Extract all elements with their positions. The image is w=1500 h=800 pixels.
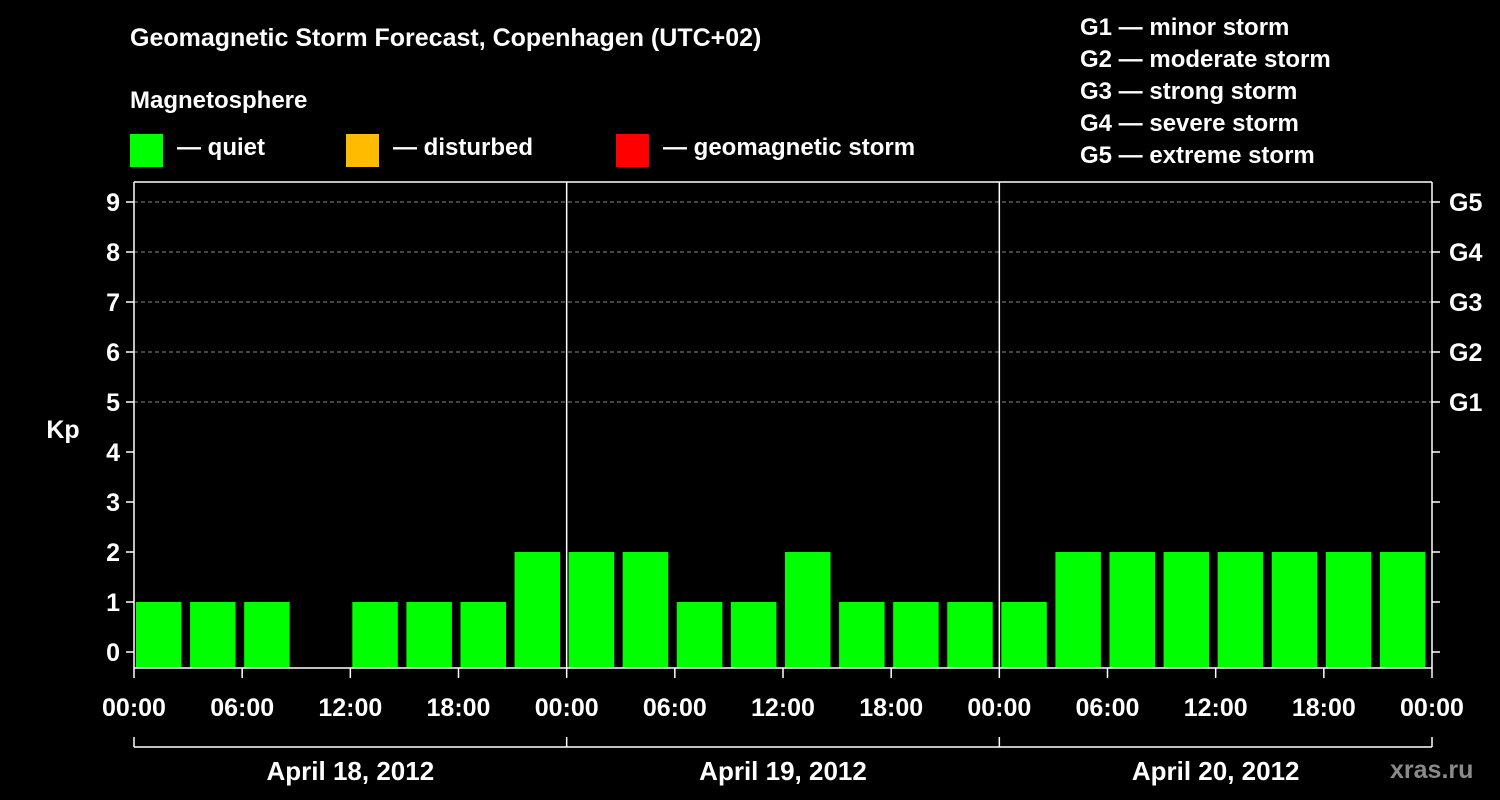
day-label-1: April 19, 2012	[699, 756, 867, 786]
bar-6	[460, 602, 506, 668]
bar-5	[406, 602, 452, 668]
legend-title: Magnetosphere	[130, 87, 308, 114]
x-tick-label-11: 18:00	[1292, 694, 1356, 722]
y-tick-label-7: 7	[106, 289, 120, 317]
storm-scale-g2: G2 — moderate storm	[1080, 46, 1331, 73]
bar-18	[1109, 552, 1155, 668]
bar-2	[244, 602, 290, 668]
storm-scale-g3: G3 — strong storm	[1080, 78, 1298, 105]
storm-tick-label-g4: G4	[1449, 239, 1482, 267]
x-tick-label-5: 06:00	[643, 694, 707, 722]
y-tick-label-0: 0	[106, 639, 120, 667]
chart-title: Geomagnetic Storm Forecast, Copenhagen (…	[130, 24, 762, 52]
legend-swatch-disturbed	[346, 134, 379, 167]
y-axis-label: Kp	[46, 416, 79, 444]
legend-swatch-quiet	[130, 134, 163, 167]
storm-scale-g4: G4 — severe storm	[1080, 110, 1299, 137]
bar-10	[676, 602, 723, 668]
x-tick-label-0: 00:00	[102, 694, 166, 722]
x-tick-label-7: 18:00	[859, 694, 923, 722]
storm-tick-label-g1: G1	[1449, 389, 1482, 417]
bar-19	[1163, 552, 1210, 668]
x-tick-label-2: 12:00	[318, 694, 382, 722]
watermark: xras.ru	[1390, 756, 1474, 784]
legend-label-quiet: — quiet	[177, 134, 265, 161]
day-label-0: April 18, 2012	[267, 756, 435, 786]
storm-scale-g5: G5 — extreme storm	[1080, 142, 1315, 169]
bar-16	[1001, 602, 1047, 668]
x-tick-label-6: 12:00	[751, 694, 815, 722]
y-tick-label-2: 2	[106, 539, 120, 567]
bar-0	[136, 602, 182, 668]
x-tick-label-9: 06:00	[1076, 694, 1140, 722]
bar-23	[1379, 552, 1426, 668]
legend-label-disturbed: — disturbed	[393, 134, 534, 161]
legend-label-storm: — geomagnetic storm	[663, 134, 916, 161]
bar-14	[893, 602, 939, 668]
y-tick-label-4: 4	[106, 439, 120, 467]
x-tick-label-8: 00:00	[967, 694, 1031, 722]
bar-22	[1325, 552, 1372, 668]
x-tick-label-3: 18:00	[427, 694, 491, 722]
bar-12	[785, 552, 831, 668]
storm-scale-g1: G1 — minor storm	[1080, 14, 1290, 41]
y-tick-label-6: 6	[106, 339, 120, 367]
storm-tick-label-g2: G2	[1449, 339, 1482, 367]
bar-21	[1271, 552, 1318, 668]
bar-9	[622, 552, 669, 668]
storm-tick-label-g3: G3	[1449, 289, 1482, 317]
bar-1	[190, 602, 236, 668]
bar-8	[568, 552, 615, 668]
bar-7	[514, 552, 561, 668]
y-tick-label-5: 5	[106, 389, 120, 417]
bar-4	[352, 602, 398, 668]
y-tick-label-3: 3	[106, 489, 120, 517]
bar-15	[947, 602, 993, 668]
x-tick-label-4: 00:00	[535, 694, 599, 722]
legend-swatch-storm	[616, 134, 649, 167]
bar-13	[839, 602, 885, 668]
day-label-2: April 20, 2012	[1132, 756, 1300, 786]
bar-17	[1055, 552, 1101, 668]
y-tick-label-8: 8	[106, 239, 120, 267]
bar-11	[730, 602, 777, 668]
y-tick-label-9: 9	[106, 189, 120, 217]
storm-tick-label-g5: G5	[1449, 189, 1482, 217]
y-tick-label-1: 1	[106, 589, 120, 617]
x-tick-label-10: 12:00	[1184, 694, 1248, 722]
x-tick-label-12: 00:00	[1400, 694, 1464, 722]
x-tick-label-1: 06:00	[210, 694, 274, 722]
bar-20	[1217, 552, 1264, 668]
